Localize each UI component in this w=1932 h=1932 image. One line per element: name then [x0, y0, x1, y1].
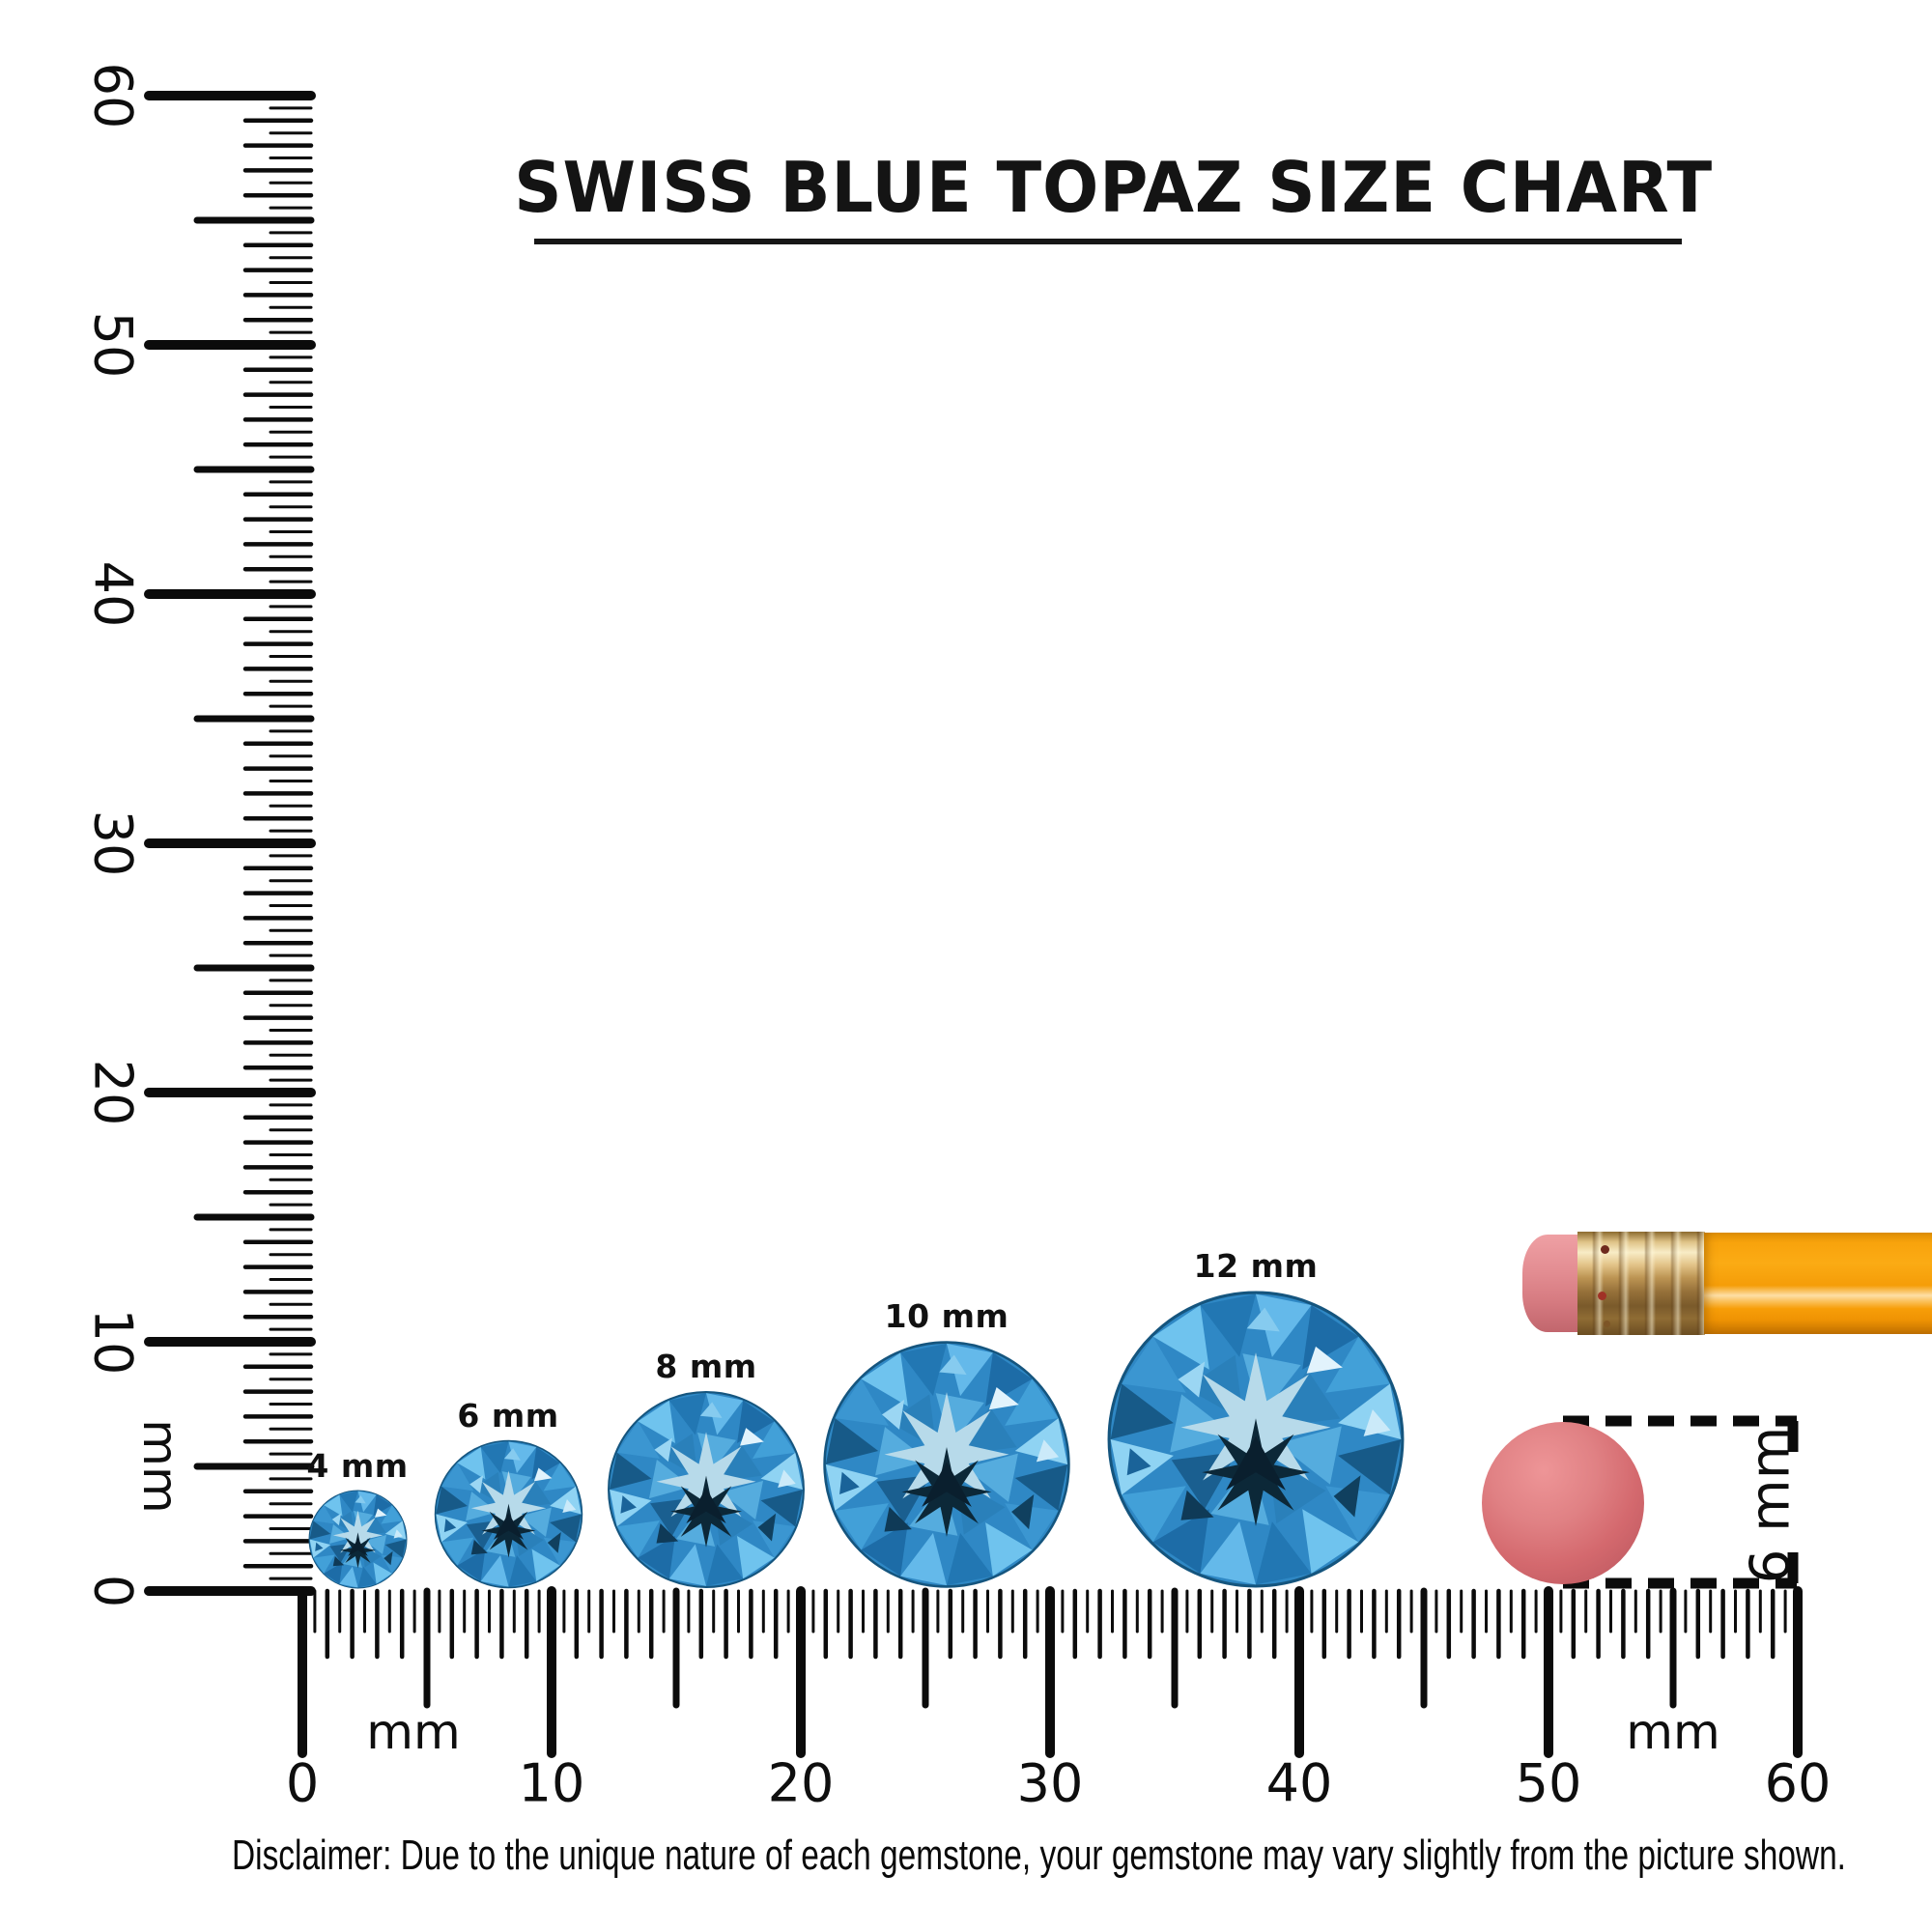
- gem-size-label: 10 mm: [884, 1297, 1009, 1335]
- gem-graphic: [308, 1490, 407, 1589]
- gem-graphic: [608, 1391, 805, 1588]
- gem-item: [1106, 1290, 1406, 1589]
- pencil-body: [1704, 1233, 1932, 1334]
- gem-item: [607, 1390, 806, 1589]
- ferrule-rivet: [1598, 1292, 1606, 1300]
- pencil-eraser-tip: [1522, 1235, 1582, 1332]
- vertical-ruler-label: 40: [82, 560, 144, 628]
- vertical-ruler-label: 20: [82, 1059, 144, 1126]
- vertical-ruler-unit: mm: [132, 1419, 188, 1514]
- gem-item: [308, 1490, 408, 1589]
- eraser-reference-dot: [1482, 1422, 1644, 1584]
- disclaimer-text: Disclaimer: Due to the unique nature of …: [232, 1832, 1846, 1879]
- vertical-ruler-label: 10: [82, 1308, 144, 1376]
- horizontal-ruler-label: 50: [1515, 1752, 1582, 1814]
- gem-size-label: 4 mm: [306, 1447, 409, 1485]
- horizontal-ruler-label: 20: [767, 1752, 835, 1814]
- page-title: SWISS BLUE TOPAZ SIZE CHART: [514, 147, 1714, 228]
- gem-graphic: [1107, 1291, 1405, 1588]
- gem-graphic: [434, 1439, 582, 1589]
- horizontal-ruler-ticks: [298, 1586, 1803, 1758]
- vertical-ruler-ticks: [144, 91, 316, 1596]
- horizontal-ruler-label: 40: [1265, 1752, 1333, 1814]
- vertical-ruler-label: 0: [82, 1574, 144, 1608]
- gem-item: [434, 1439, 583, 1589]
- horizontal-ruler-label: 10: [518, 1752, 585, 1814]
- gem-size-label: 6 mm: [457, 1397, 559, 1435]
- horizontal-ruler-unit: mm: [366, 1704, 461, 1760]
- gem-size-label: 12 mm: [1193, 1247, 1319, 1285]
- eraser-measure-dashes: [1563, 1415, 1799, 1589]
- gem-size-label: 8 mm: [655, 1348, 757, 1385]
- pencil-ferrule: [1577, 1232, 1705, 1335]
- vertical-ruler-label: 30: [82, 810, 144, 877]
- horizontal-ruler-label: 30: [1016, 1752, 1084, 1814]
- eraser-size-label: 6 mm: [1739, 1426, 1803, 1584]
- gem-graphic: [823, 1341, 1070, 1588]
- gem-item: [822, 1340, 1071, 1589]
- title-underline: [534, 239, 1682, 244]
- vertical-ruler-label: 60: [82, 62, 144, 129]
- horizontal-ruler-label: 0: [285, 1752, 320, 1814]
- ferrule-rivet: [1601, 1245, 1609, 1254]
- horizontal-ruler-label: 60: [1764, 1752, 1832, 1814]
- horizontal-ruler-unit: mm: [1626, 1704, 1720, 1760]
- pencil: [1522, 1232, 1932, 1336]
- vertical-ruler-label: 50: [82, 311, 144, 379]
- ferrule-rivet: [1604, 1321, 1610, 1327]
